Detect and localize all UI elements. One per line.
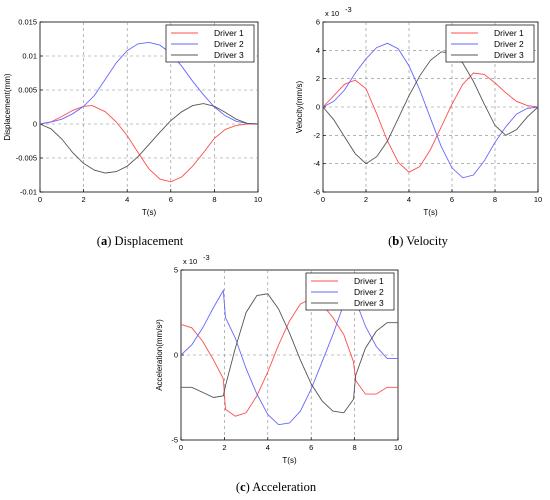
- series-line-driver-1: [180, 298, 398, 417]
- legend-label-driver-3: Driver 3: [354, 298, 384, 308]
- legend-box: [445, 24, 535, 63]
- y-axis-label: Acceleration(mm/s²): [155, 319, 164, 391]
- x-tick-label: 4: [407, 195, 411, 204]
- y-tick-label: 0.005: [18, 86, 37, 95]
- y-tick-label: 0: [174, 351, 178, 360]
- caption-a-text: Displacement: [114, 234, 184, 248]
- x-tick-label: 10: [394, 443, 402, 452]
- legend-box: [305, 272, 395, 311]
- y-tick-label: -4: [313, 159, 320, 168]
- x-tick-label: 2: [364, 195, 368, 204]
- y-tick-label: 0.01: [22, 52, 37, 61]
- x-tick-label: 2: [82, 195, 86, 204]
- x-tick-label: 10: [534, 195, 542, 204]
- x-tick-label: 4: [266, 443, 270, 452]
- caption-b-letter: b: [392, 234, 400, 248]
- x-tick-label: 6: [169, 195, 173, 204]
- series-line-driver-1: [39, 105, 258, 183]
- y-tick-label: -0.005: [16, 154, 37, 163]
- series-line-driver-2: [39, 41, 259, 125]
- x-tick-label: 8: [493, 195, 497, 204]
- x-axis-label: T(s): [423, 208, 438, 217]
- x-axis-label: T(s): [142, 208, 157, 217]
- y-tick-label: -6: [313, 188, 320, 197]
- y-tick-label: 0: [316, 103, 320, 112]
- x-tick-label: 0: [179, 443, 183, 452]
- x-axis-label: T(s): [282, 456, 297, 465]
- caption-b: (b) Velocity: [388, 234, 448, 248]
- x-tick-label: 6: [450, 195, 454, 204]
- y-tick-label: 4: [316, 46, 320, 55]
- legend-label-driver-3: Driver 3: [494, 50, 524, 60]
- y-tick-label: 0: [33, 120, 37, 129]
- exponent-power: -3: [203, 253, 210, 262]
- chart-b: 0 2 4 6 8 10 -6 -4 -2 0 2 4 6 x 10 -3 T(s) Velocity(mm/s…: [295, 5, 542, 217]
- legend-label-driver-2: Driver 2: [214, 39, 244, 49]
- y-tick-label: 5: [174, 266, 178, 275]
- y-axis-label: Displacement(mm): [3, 73, 12, 140]
- x-tick-label: 6: [309, 443, 313, 452]
- legend-label-driver-1: Driver 1: [494, 28, 524, 38]
- y-tick-label: 0.015: [18, 18, 37, 27]
- chart-a: 0 2 4 6 8 10 -0.01 -0.005 0 0.005 0.01 0.015 T(s) Dis…: [3, 18, 262, 218]
- y-axis-label: Velocity(mm/s): [295, 80, 304, 133]
- y-tick-label: -5: [171, 436, 178, 445]
- series-line-driver-1: [322, 72, 539, 173]
- x-tick-label: 4: [125, 195, 129, 204]
- x-tick-label: 8: [353, 443, 357, 452]
- caption-a-letter: a: [100, 234, 108, 248]
- caption-a: (a) Displacement: [96, 234, 184, 248]
- exponent-power: -3: [345, 5, 352, 14]
- x-tick-label: 10: [254, 195, 262, 204]
- y-tick-label: -0.01: [20, 188, 37, 197]
- caption-c: (c) Acceleration: [235, 480, 317, 494]
- series-line-driver-3: [322, 51, 539, 165]
- legend-label-driver-1: Driver 1: [354, 276, 384, 286]
- legend-box: [165, 24, 255, 63]
- caption-c-text: Acceleration: [252, 480, 317, 494]
- y-tick-label: -2: [313, 131, 320, 140]
- exponent-label: x 10: [183, 257, 197, 266]
- exponent-label: x 10: [325, 9, 339, 18]
- y-tick-label: 6: [316, 18, 320, 27]
- legend-label-driver-2: Driver 2: [494, 39, 524, 49]
- caption-b-text: Velocity: [406, 234, 448, 248]
- x-tick-label: 0: [38, 195, 42, 204]
- series-line-driver-3: [39, 103, 259, 174]
- legend-label-driver-2: Driver 2: [354, 287, 384, 297]
- y-tick-label: 2: [316, 74, 320, 83]
- caption-c-letter: c: [240, 480, 246, 494]
- legend-label-driver-1: Driver 1: [214, 28, 244, 38]
- x-tick-label: 0: [321, 195, 325, 204]
- legend-label-driver-3: Driver 3: [214, 50, 244, 60]
- x-tick-label: 8: [212, 195, 216, 204]
- x-tick-label: 2: [222, 443, 226, 452]
- series-line-driver-3: [181, 293, 398, 414]
